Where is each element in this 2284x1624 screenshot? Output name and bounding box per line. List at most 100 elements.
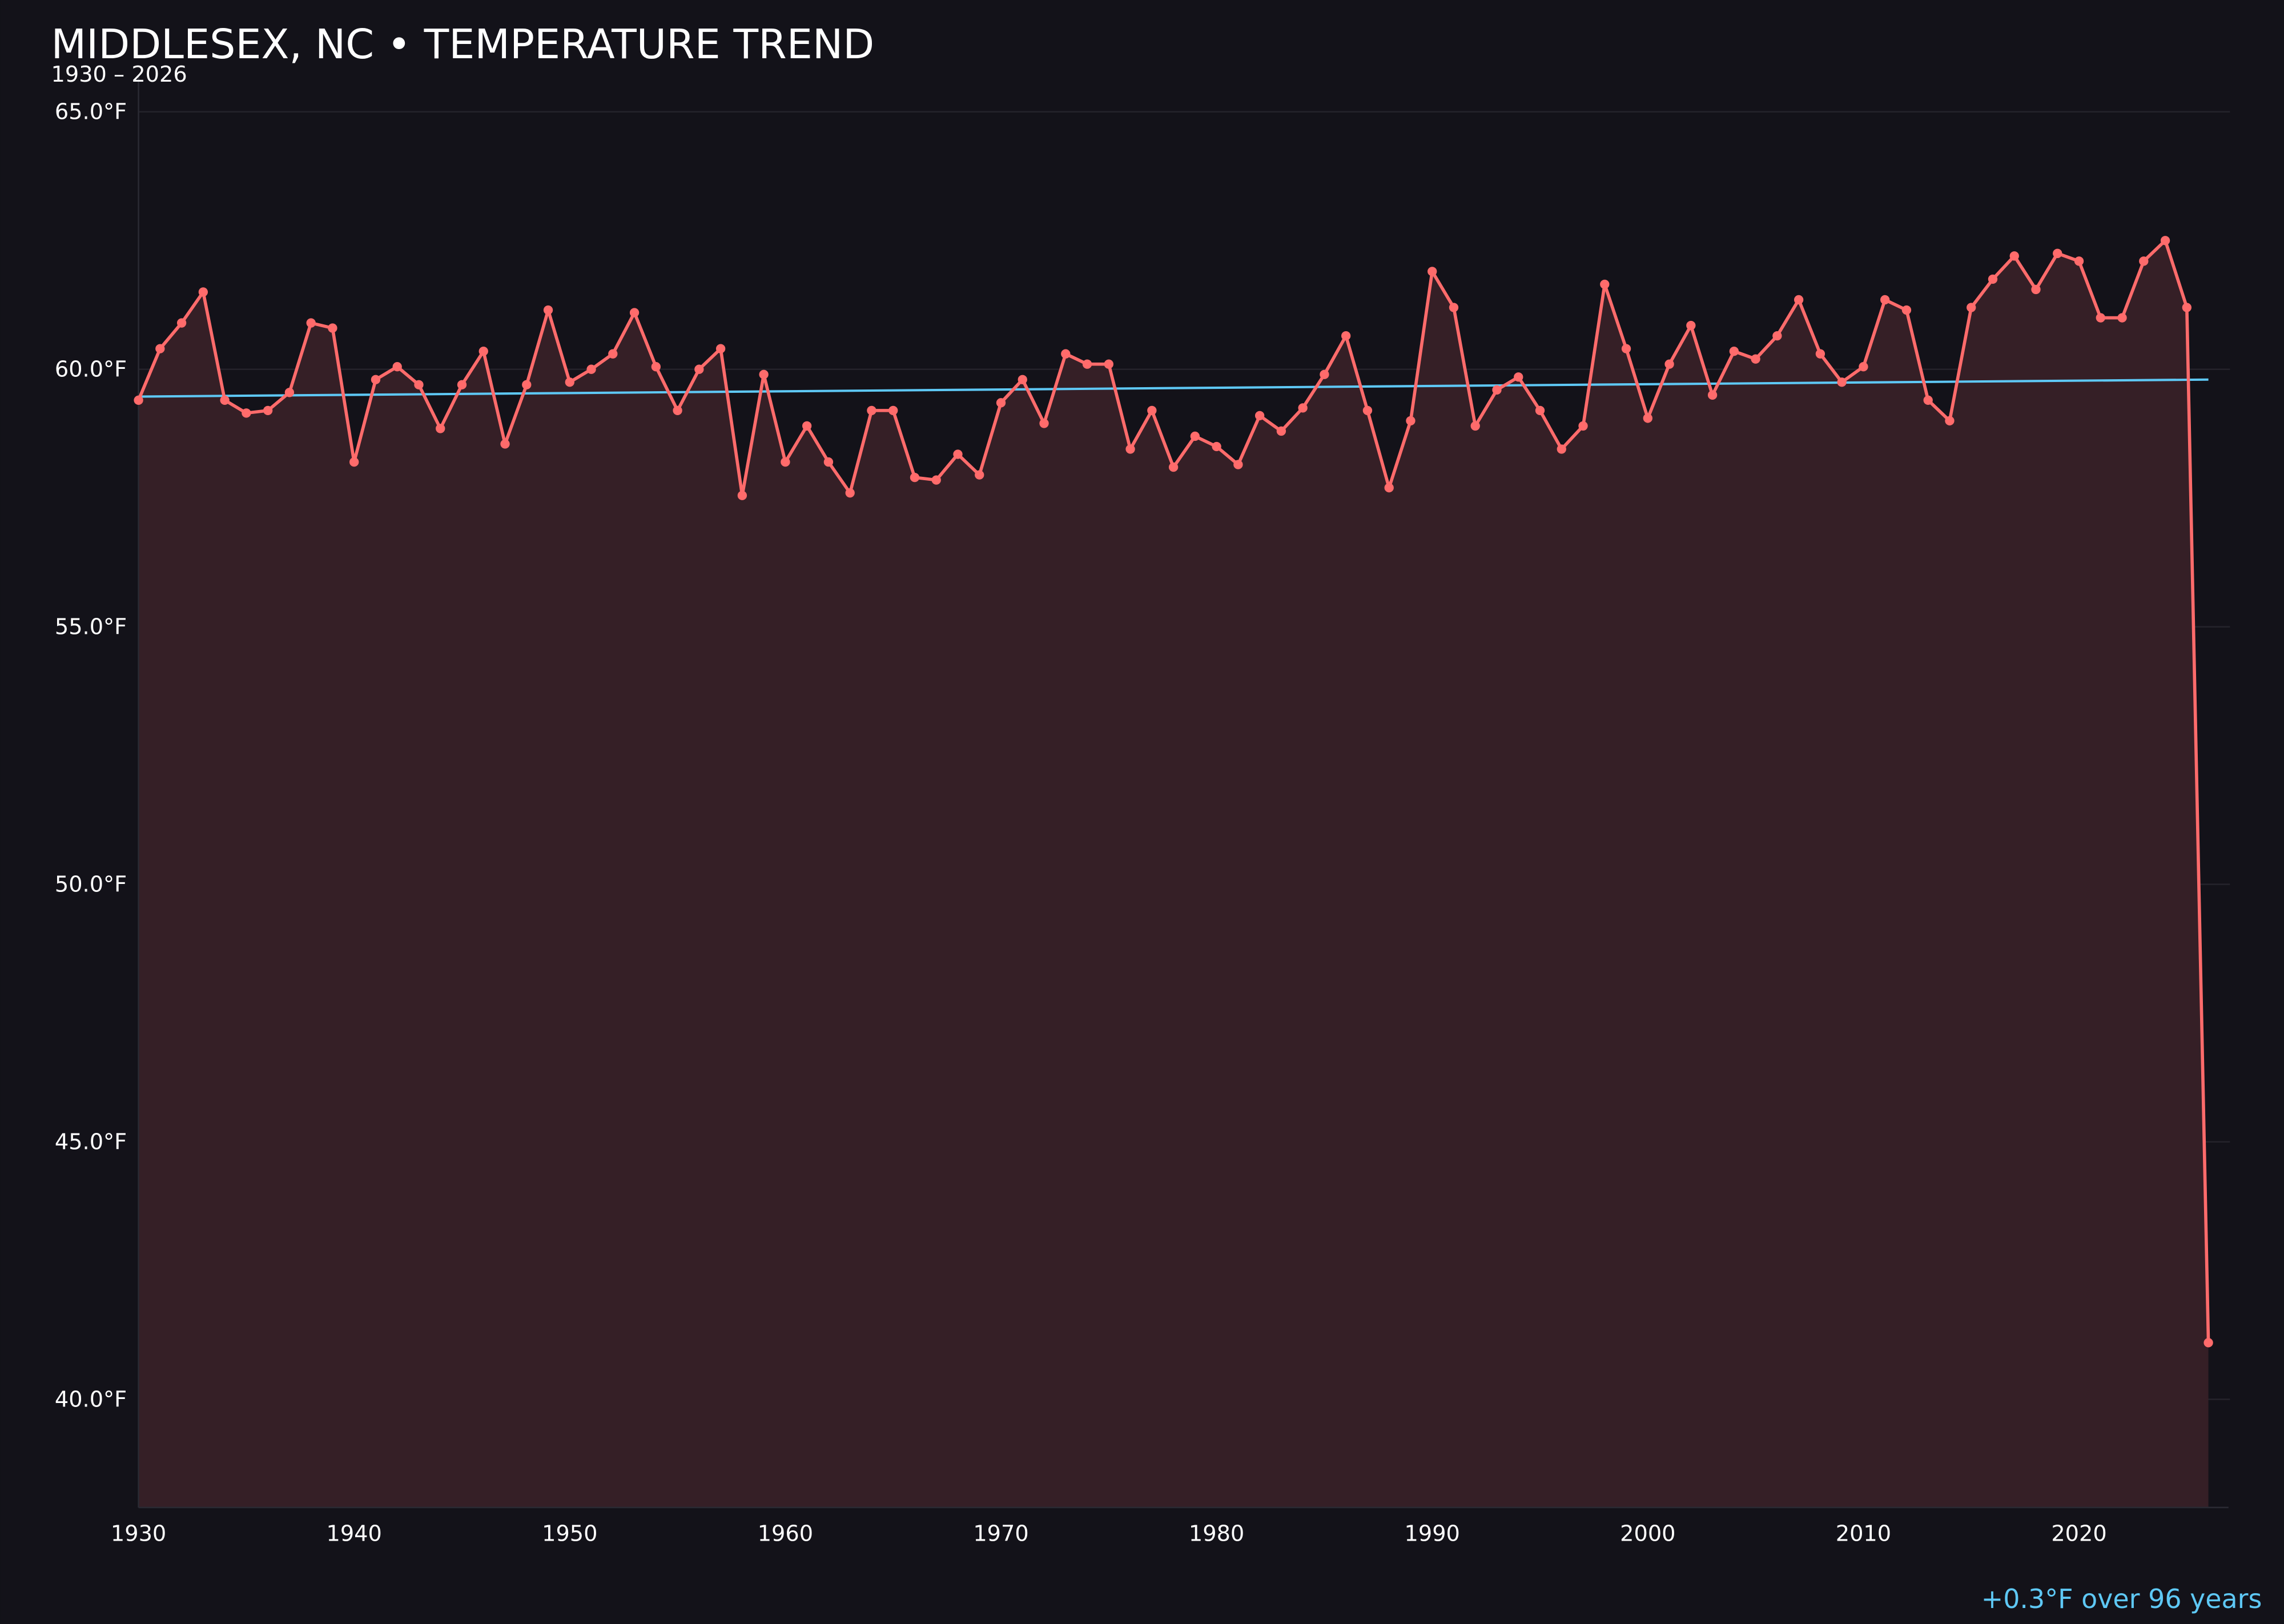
data-point xyxy=(1837,377,1847,387)
x-tick-label: 1980 xyxy=(1189,1521,1244,1547)
data-point xyxy=(1276,426,1286,436)
data-point xyxy=(1104,359,1113,369)
data-point xyxy=(737,491,747,500)
data-point xyxy=(500,439,510,449)
data-point xyxy=(134,395,143,405)
data-point xyxy=(802,421,812,431)
area-fill xyxy=(138,240,2209,1508)
x-tick-labels: 1930 1940 1950 1960 1970 1980 1990 2000 2010 2020 xyxy=(111,1521,2107,1547)
data-point xyxy=(306,318,316,328)
data-point xyxy=(1341,331,1351,341)
data-point xyxy=(1557,444,1566,454)
chart-subtitle: 1930 – 2026 xyxy=(51,62,187,87)
data-point xyxy=(263,405,273,416)
y-tick-label: 60.0°F xyxy=(55,356,127,382)
x-tick-label: 1990 xyxy=(1405,1521,1460,1547)
data-point xyxy=(284,388,295,397)
trend-layer xyxy=(138,378,2209,398)
x-tick-label: 1930 xyxy=(111,1521,166,1547)
area-fill-layer xyxy=(138,240,2209,1508)
data-point xyxy=(1945,416,1955,426)
data-point xyxy=(436,424,445,433)
x-tick-label: 2010 xyxy=(1836,1521,1891,1547)
data-point xyxy=(1449,303,1459,312)
data-point xyxy=(1470,421,1480,431)
data-point xyxy=(457,380,467,389)
data-point xyxy=(2182,303,2191,312)
data-point xyxy=(1707,390,1718,400)
data-point xyxy=(2117,313,2127,323)
data-point xyxy=(781,457,790,467)
data-point xyxy=(565,377,574,387)
data-point xyxy=(2009,251,2019,261)
data-point xyxy=(629,308,640,317)
data-point xyxy=(349,457,359,467)
data-point xyxy=(2096,313,2105,323)
data-point xyxy=(1578,421,1588,431)
data-point xyxy=(1190,431,1200,441)
data-point xyxy=(2053,248,2062,258)
data-point xyxy=(1772,331,1782,341)
y-tick-label: 50.0°F xyxy=(55,871,127,897)
data-point xyxy=(673,405,682,416)
trend-line xyxy=(138,378,2209,398)
data-point xyxy=(1923,395,1933,405)
trend-summary: +0.3°F over 96 years xyxy=(1981,1583,2262,1614)
x-tick-label: 1940 xyxy=(327,1521,382,1547)
data-point xyxy=(1427,267,1437,276)
data-point xyxy=(220,395,230,405)
chart-title: MIDDLESEX, NC • TEMPERATURE TREND xyxy=(51,21,875,68)
data-point xyxy=(867,405,876,416)
data-point xyxy=(608,349,618,359)
data-point xyxy=(996,398,1006,408)
data-point xyxy=(823,457,834,467)
data-point xyxy=(694,364,704,374)
data-point xyxy=(1988,274,1998,284)
data-point xyxy=(586,364,596,374)
data-point xyxy=(1751,354,1760,364)
data-point xyxy=(1082,359,1092,369)
data-point xyxy=(2203,1338,2213,1348)
data-point xyxy=(1168,462,1179,472)
data-point xyxy=(1729,346,1739,356)
data-point xyxy=(1298,403,1308,413)
data-point xyxy=(1384,483,1394,493)
data-point xyxy=(1880,295,1890,305)
data-point xyxy=(975,470,984,480)
data-point xyxy=(1018,375,1027,384)
data-point xyxy=(2160,236,2170,246)
data-point xyxy=(1492,385,1502,395)
data-point xyxy=(1406,416,1416,426)
data-point xyxy=(155,344,165,353)
data-point xyxy=(759,369,769,379)
data-point xyxy=(2031,284,2041,295)
data-point xyxy=(888,405,898,416)
y-tick-label: 40.0°F xyxy=(55,1386,127,1412)
y-tick-label: 55.0°F xyxy=(55,614,127,640)
data-point xyxy=(1362,405,1373,416)
data-point xyxy=(176,318,187,328)
y-tick-labels: 40.0°F 45.0°F 50.0°F 55.0°F 60.0°F 65.0°F xyxy=(55,99,127,1413)
data-point xyxy=(414,380,424,389)
data-point xyxy=(2074,256,2084,266)
data-point xyxy=(1147,405,1157,416)
data-point xyxy=(1621,344,1631,353)
data-point xyxy=(1643,413,1652,423)
data-point xyxy=(1535,405,1545,416)
data-point xyxy=(2139,256,2149,266)
data-point xyxy=(1664,359,1674,369)
data-point xyxy=(1125,444,1135,454)
data-point xyxy=(1794,295,1804,305)
data-point xyxy=(1967,303,1976,312)
data-point xyxy=(1901,305,1912,315)
data-point xyxy=(910,472,920,483)
data-point xyxy=(1600,279,1610,290)
data-point xyxy=(371,375,381,384)
data-point xyxy=(1320,369,1329,379)
data-point xyxy=(1514,372,1523,382)
data-point xyxy=(1254,411,1265,421)
x-tick-label: 2020 xyxy=(2051,1521,2106,1547)
data-point xyxy=(953,449,963,459)
data-point xyxy=(1061,349,1071,359)
series-layer xyxy=(134,236,2213,1348)
